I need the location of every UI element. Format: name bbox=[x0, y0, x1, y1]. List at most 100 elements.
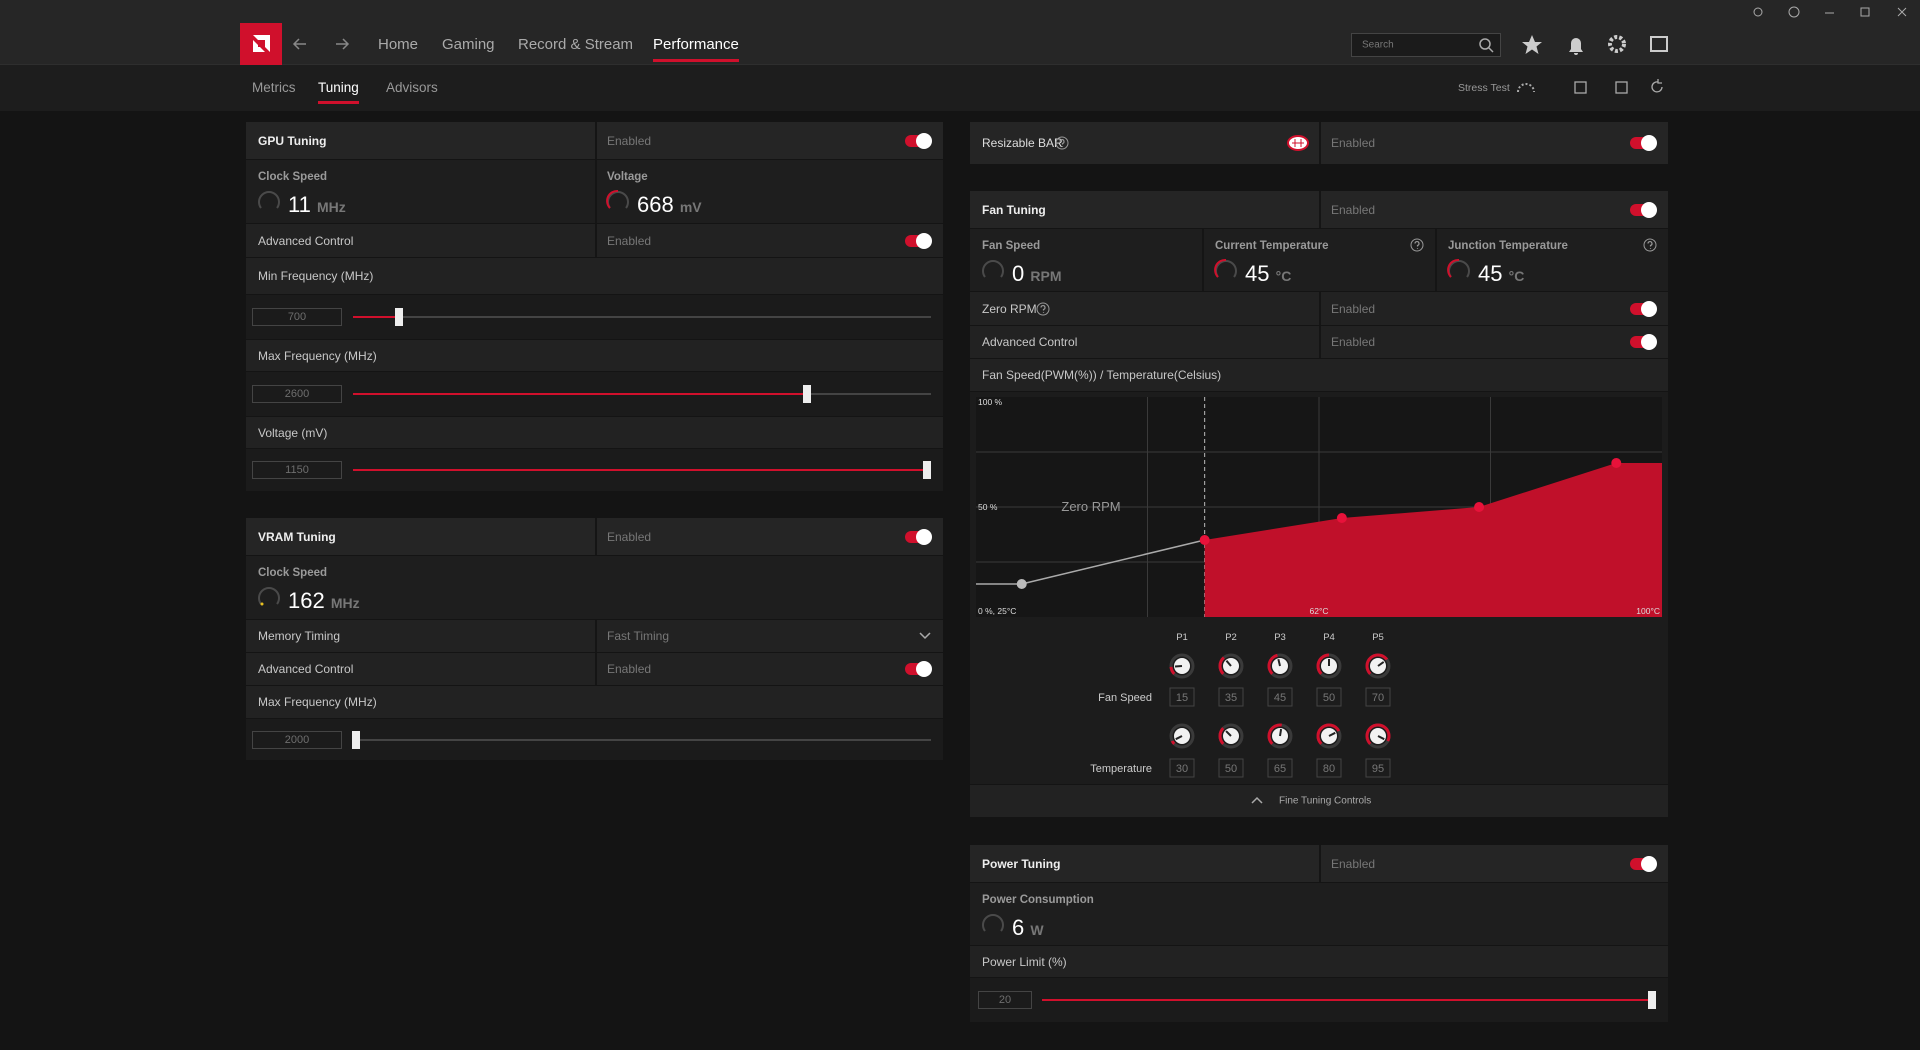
knob[interactable] bbox=[1218, 653, 1244, 679]
help-icon[interactable] bbox=[1788, 6, 1800, 18]
knob[interactable] bbox=[1169, 653, 1195, 679]
history-buttons[interactable] bbox=[292, 34, 356, 54]
maximize[interactable] bbox=[1860, 7, 1870, 17]
setting-label: Resizable BAR bbox=[982, 136, 1063, 150]
subnav-item[interactable]: Tuning bbox=[318, 80, 359, 104]
value-input[interactable]: 2000 bbox=[252, 730, 342, 749]
toolbar-icons bbox=[1522, 35, 1668, 55]
top-bar bbox=[0, 0, 1920, 64]
search-placeholder: Search bbox=[1362, 39, 1394, 51]
metric-label: Voltage bbox=[607, 171, 648, 183]
knob[interactable] bbox=[1316, 723, 1342, 749]
knob[interactable] bbox=[1169, 723, 1195, 749]
value: 45 bbox=[1245, 261, 1270, 286]
value-input[interactable]: 20 bbox=[978, 991, 1032, 1009]
unit: °C bbox=[1508, 268, 1525, 284]
value-input[interactable]: 2600 bbox=[252, 385, 342, 403]
search-box[interactable]: Search bbox=[1351, 33, 1501, 57]
value-input[interactable]: 700 bbox=[252, 308, 342, 326]
help-icon[interactable] bbox=[1036, 302, 1050, 316]
slider[interactable] bbox=[353, 308, 931, 326]
axis-label: 50 % bbox=[978, 502, 998, 512]
setting-label: Zero RPM bbox=[982, 301, 1037, 316]
debug-icon[interactable] bbox=[1753, 7, 1763, 17]
zero-rpm-label: Zero RPM bbox=[1061, 499, 1120, 514]
notifications[interactable] bbox=[1569, 38, 1583, 55]
slider[interactable] bbox=[353, 385, 931, 403]
logo[interactable] bbox=[240, 23, 282, 65]
knob[interactable] bbox=[1365, 653, 1391, 679]
nav-item[interactable]: Gaming bbox=[442, 36, 495, 53]
toggle[interactable] bbox=[1630, 334, 1657, 350]
setting-row: Advanced Control Enabled bbox=[246, 224, 943, 257]
nav-item[interactable]: Record & Stream bbox=[518, 36, 634, 53]
subnav-item[interactable]: Advisors bbox=[386, 80, 438, 95]
help-icon[interactable] bbox=[1410, 238, 1424, 252]
value-box bbox=[1218, 758, 1244, 778]
close[interactable] bbox=[1897, 7, 1907, 17]
value-box bbox=[1365, 758, 1391, 778]
knob-level bbox=[1316, 653, 1330, 675]
settings[interactable] bbox=[1608, 35, 1626, 53]
value: 668 bbox=[637, 192, 674, 217]
collapse-chevron[interactable] bbox=[1251, 796, 1263, 806]
section-header: Power Tuning Enabled bbox=[970, 845, 1668, 882]
metric-label: Junction Temperature bbox=[1448, 240, 1568, 252]
slider[interactable] bbox=[351, 730, 931, 749]
subnav-item[interactable]: Metrics bbox=[252, 80, 296, 95]
toggle[interactable] bbox=[1630, 201, 1657, 218]
toggle[interactable] bbox=[905, 661, 932, 677]
slider[interactable] bbox=[353, 461, 931, 479]
toggle[interactable] bbox=[905, 132, 932, 149]
fine-tuning-row[interactable]: Fine Tuning Controls bbox=[970, 785, 1668, 817]
value-text: 35 bbox=[1225, 692, 1237, 704]
toggle[interactable] bbox=[1630, 135, 1657, 151]
metric-label: Clock Speed bbox=[258, 171, 328, 183]
status: Enabled bbox=[1331, 335, 1376, 349]
nav-item[interactable]: Performance bbox=[653, 36, 739, 62]
dropdown-value[interactable]: Fast Timing bbox=[607, 629, 670, 643]
value: 162 bbox=[288, 588, 325, 613]
dropdown-chevron[interactable] bbox=[919, 631, 931, 641]
gauge-track bbox=[982, 260, 1004, 278]
metrics-row: Clock Speed 162 MHz bbox=[246, 556, 943, 619]
toggle[interactable] bbox=[1630, 855, 1657, 872]
help-glyph bbox=[1414, 240, 1420, 249]
toggle[interactable] bbox=[905, 232, 932, 249]
stress-icon[interactable] bbox=[1517, 83, 1535, 93]
fine-tuning-label[interactable]: Fine Tuning Controls bbox=[1279, 795, 1372, 807]
metric-value: 668 mV bbox=[637, 192, 702, 218]
gauge-track bbox=[1448, 260, 1470, 278]
knob[interactable] bbox=[1218, 723, 1244, 749]
reset-icon[interactable] bbox=[1651, 79, 1663, 93]
gauge-icon bbox=[982, 260, 1004, 278]
knob[interactable] bbox=[1316, 653, 1342, 679]
metric-value: 0 RPM bbox=[1012, 261, 1062, 287]
gauge-icon bbox=[258, 191, 280, 209]
value-input[interactable]: 1150 bbox=[252, 461, 342, 479]
nav-item[interactable]: Home bbox=[378, 36, 419, 53]
export-icon[interactable] bbox=[1615, 81, 1628, 94]
slider-row: 1150 bbox=[246, 449, 943, 491]
section-title: Fan Tuning bbox=[982, 202, 1046, 217]
help-icon[interactable] bbox=[1055, 136, 1069, 150]
metric-label: Current Temperature bbox=[1215, 240, 1329, 252]
favorites[interactable] bbox=[1522, 35, 1542, 54]
slider-label: Power Limit (%) bbox=[982, 954, 1067, 969]
toggle[interactable] bbox=[1630, 300, 1657, 317]
section-title: VRAM Tuning bbox=[258, 529, 336, 544]
help-icon[interactable] bbox=[1643, 238, 1657, 252]
gauge-track bbox=[607, 191, 629, 209]
stress-test[interactable]: Stress Test bbox=[1458, 82, 1510, 94]
knob[interactable] bbox=[1365, 723, 1391, 749]
slider-label: Min Frequency (MHz) bbox=[258, 269, 374, 283]
knob-level bbox=[1267, 653, 1278, 675]
slider[interactable] bbox=[1042, 991, 1656, 1009]
layout[interactable] bbox=[1650, 36, 1668, 52]
knob[interactable] bbox=[1267, 723, 1293, 749]
toggle[interactable] bbox=[905, 528, 932, 545]
setting-row: Zero RPM Enabled bbox=[970, 292, 1668, 325]
knob[interactable] bbox=[1267, 653, 1293, 679]
gauge-track bbox=[258, 191, 280, 209]
save-icon[interactable] bbox=[1574, 81, 1587, 94]
